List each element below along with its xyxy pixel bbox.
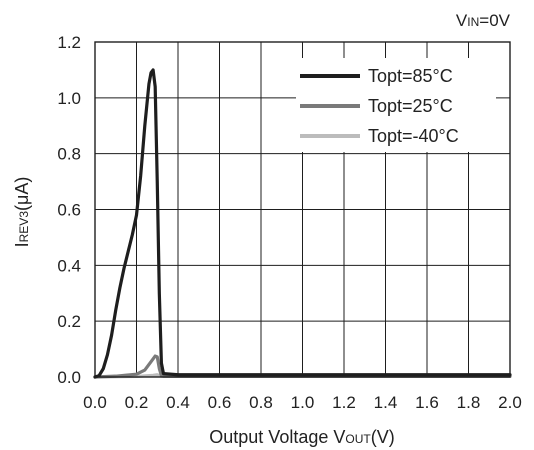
x-tick-label: 0.6: [208, 393, 232, 412]
y-tick-label: 1.0: [57, 89, 81, 108]
x-tick-label: 1.0: [291, 393, 315, 412]
legend: Topt=85°C Topt=25°C Topt=-40°C: [300, 66, 459, 146]
plot-frame: [94, 41, 511, 378]
y-tick-label: 0.6: [57, 201, 81, 220]
y-tick-label: 0.8: [57, 145, 81, 164]
y-tick-label: 1.2: [57, 33, 81, 52]
y-axis-title: IREV3(μA): [12, 177, 32, 248]
series-line-topt-85-c: [93, 68, 512, 379]
x-tick-label: 0.8: [249, 393, 273, 412]
legend-label-topt-25-c: Topt=25°C: [368, 96, 453, 116]
x-tick-label: 1.6: [415, 393, 439, 412]
x-tick-label: 0.2: [125, 393, 149, 412]
legend-label-topt-40-c: Topt=-40°C: [368, 126, 459, 146]
x-tick-label: 0.4: [166, 393, 190, 412]
x-tick-label: 2.0: [498, 393, 522, 412]
legend-label-topt-85-c: Topt=85°C: [368, 66, 453, 86]
x-tick-labels: 0.0 0.2 0.4 0.6 0.8 1.0 1.2 1.4 1.6 1.8 2.0: [83, 393, 522, 412]
x-tick-label: 1.2: [332, 393, 356, 412]
x-tick-label: 1.4: [374, 393, 398, 412]
y-tick-labels: 0.0 0.2 0.4 0.6 0.8 1.0 1.2: [57, 33, 81, 387]
series-line-topt-25-c: [93, 354, 512, 379]
condition-label: VIN=0V: [456, 11, 511, 30]
y-tick-label: 0.0: [57, 368, 81, 387]
x-tick-label: 0.0: [83, 393, 107, 412]
x-axis-title: Output Voltage VOUT(V): [209, 427, 394, 447]
x-tick-label: 1.8: [457, 393, 481, 412]
y-tick-label: 0.4: [57, 256, 81, 275]
y-tick-label: 0.2: [57, 312, 81, 331]
